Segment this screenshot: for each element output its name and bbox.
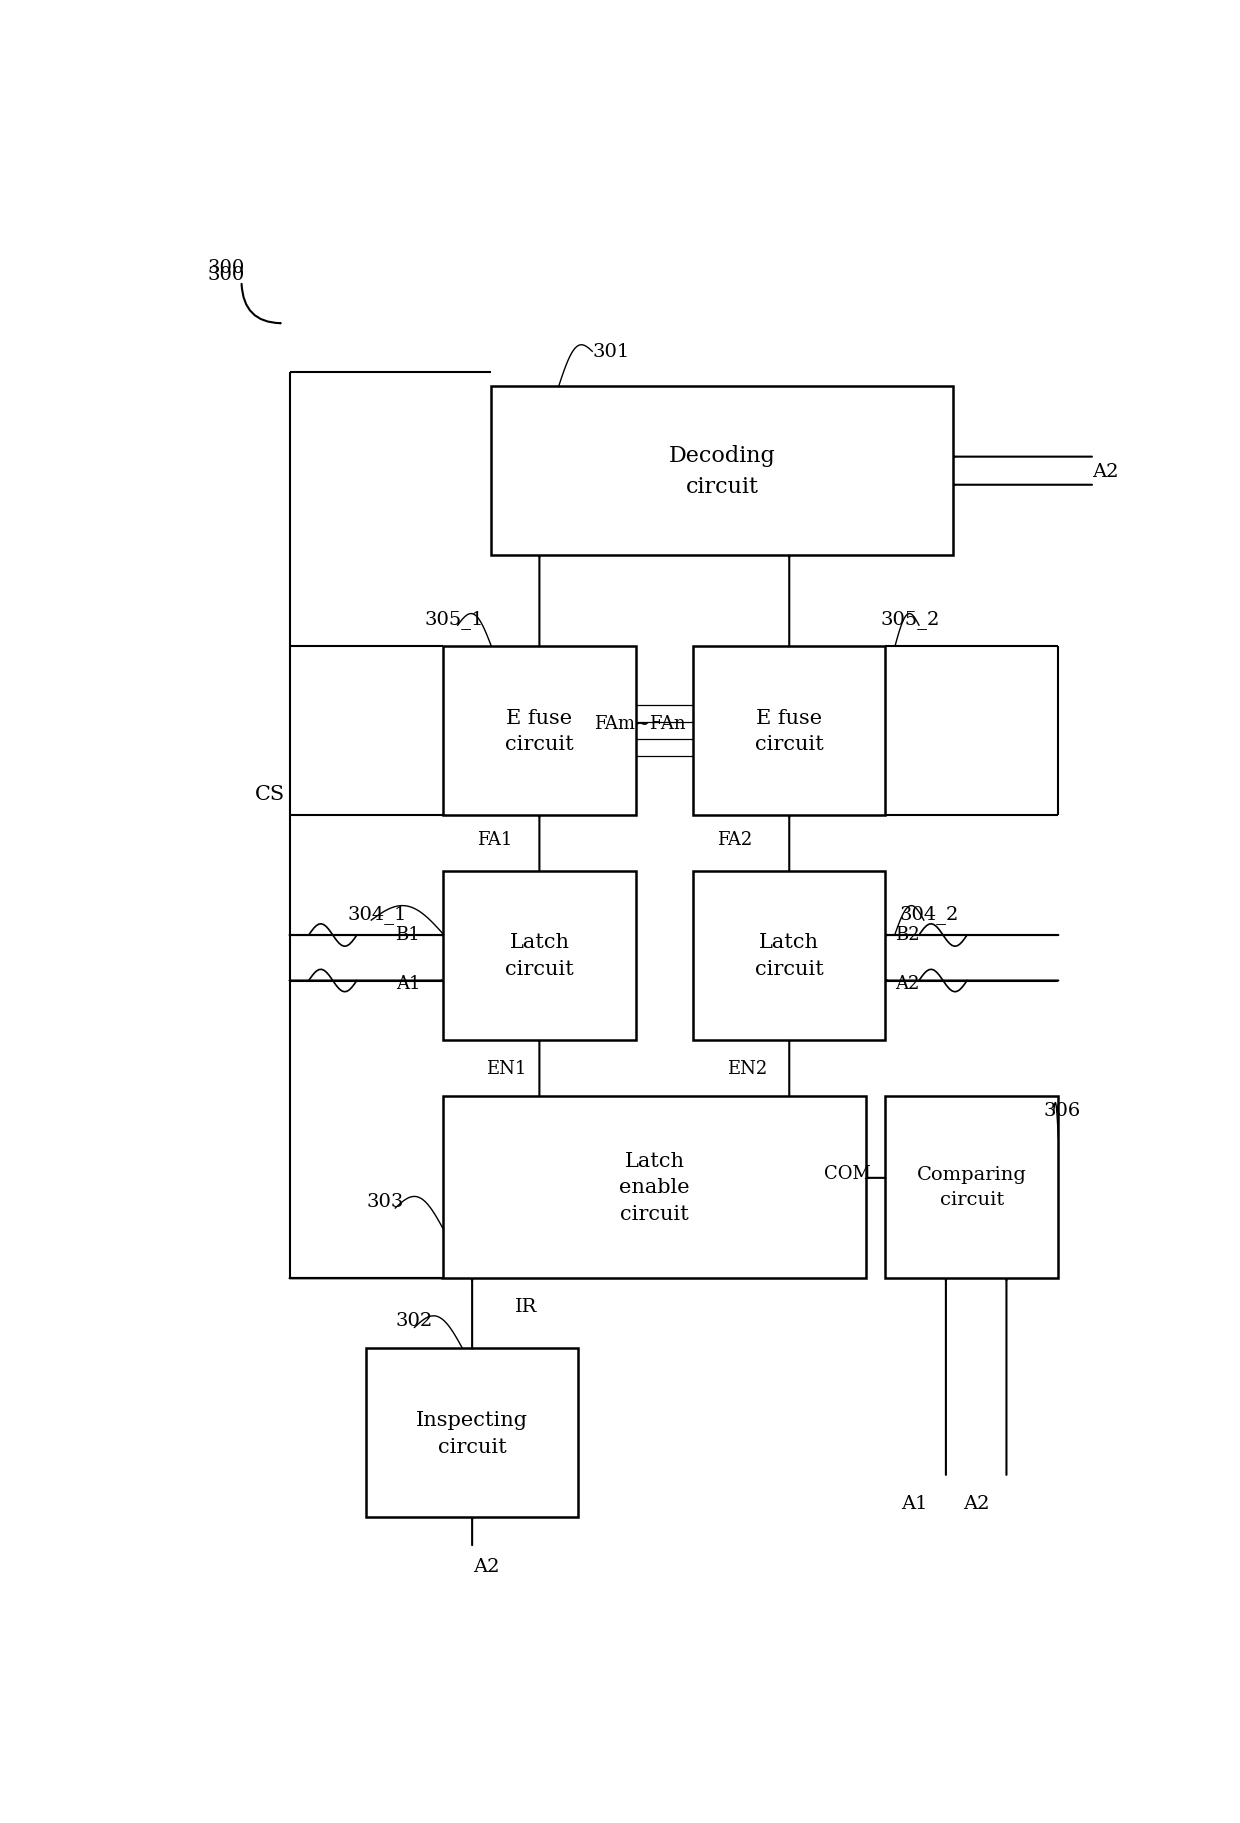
Text: 302: 302: [396, 1313, 433, 1329]
Text: FA1: FA1: [477, 829, 512, 848]
Text: 300: 300: [208, 266, 246, 284]
Text: EN1: EN1: [486, 1059, 527, 1077]
Bar: [491, 386, 952, 556]
Text: 300: 300: [208, 259, 246, 277]
FancyArrowPatch shape: [242, 284, 280, 324]
Text: 306: 306: [1044, 1101, 1081, 1119]
Text: Latch
circuit: Latch circuit: [755, 933, 823, 979]
Text: IR: IR: [516, 1298, 538, 1316]
Text: CS: CS: [255, 784, 285, 804]
Text: Latch
enable
circuit: Latch enable circuit: [620, 1152, 689, 1223]
Text: 304_2: 304_2: [900, 904, 960, 922]
Text: A2: A2: [963, 1495, 990, 1511]
Bar: [444, 871, 635, 1039]
Bar: [693, 871, 885, 1039]
Text: 305_1: 305_1: [424, 609, 484, 629]
Text: FAm~FAn: FAm~FAn: [594, 715, 686, 733]
Text: A1: A1: [901, 1495, 928, 1511]
Bar: [693, 647, 885, 815]
Text: E fuse
circuit: E fuse circuit: [505, 709, 574, 755]
Text: Decoding
circuit: Decoding circuit: [668, 445, 775, 498]
Text: B2: B2: [895, 926, 920, 944]
Text: A2: A2: [474, 1557, 500, 1575]
Text: 304_1: 304_1: [347, 904, 407, 922]
Text: A2: A2: [1092, 463, 1118, 481]
Text: 303: 303: [367, 1192, 404, 1210]
Text: A1: A1: [396, 975, 420, 994]
Text: 301: 301: [593, 343, 630, 361]
Text: B1: B1: [396, 926, 420, 944]
Text: EN2: EN2: [727, 1059, 768, 1077]
Text: 305_2: 305_2: [880, 609, 940, 629]
Text: Latch
circuit: Latch circuit: [505, 933, 574, 979]
Text: FA2: FA2: [717, 829, 753, 848]
Text: Comparing
circuit: Comparing circuit: [916, 1167, 1027, 1209]
Bar: [444, 1096, 866, 1278]
Bar: [885, 1096, 1058, 1278]
Bar: [444, 647, 635, 815]
Text: A2: A2: [895, 975, 919, 994]
Text: COM: COM: [825, 1165, 870, 1183]
Text: E fuse
circuit: E fuse circuit: [755, 709, 823, 755]
Text: Inspecting
circuit: Inspecting circuit: [417, 1411, 528, 1457]
Bar: [367, 1349, 578, 1517]
